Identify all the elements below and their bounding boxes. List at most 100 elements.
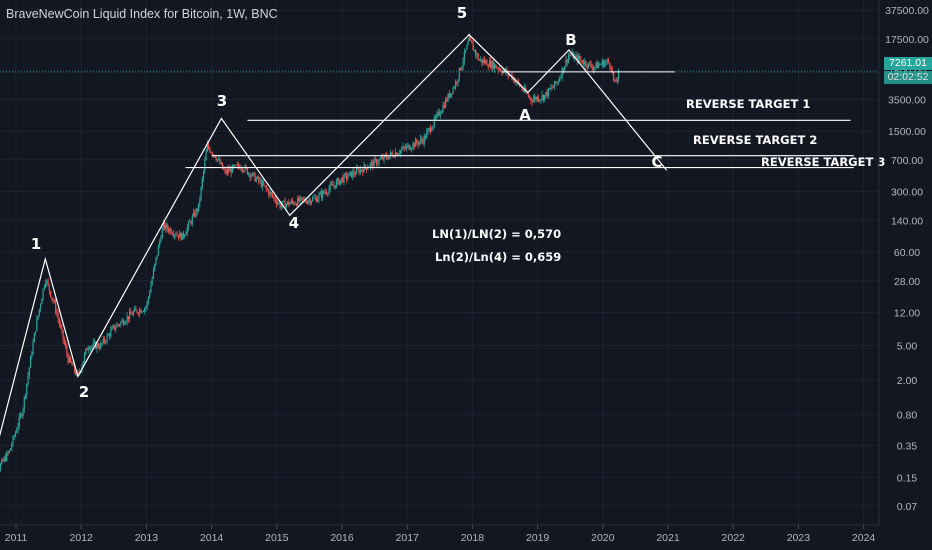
candle-body xyxy=(280,205,282,208)
candle-body xyxy=(176,234,178,236)
candle-body xyxy=(72,364,74,366)
x-tick-label: 2011 xyxy=(5,532,28,544)
candle-body xyxy=(402,146,404,150)
candle-body xyxy=(427,129,429,132)
candle-body xyxy=(230,168,232,173)
candle-body xyxy=(343,174,345,183)
candle-body xyxy=(333,185,335,187)
candle-body xyxy=(601,60,603,65)
candle-body xyxy=(476,54,478,55)
candle-body xyxy=(307,200,309,204)
candle-body xyxy=(281,201,284,206)
candle-body xyxy=(302,197,304,200)
candle-body xyxy=(295,203,297,206)
wave-label-3: 3 xyxy=(217,92,227,110)
candle-body xyxy=(314,197,316,199)
candle-body xyxy=(250,175,252,178)
candle-body xyxy=(218,158,220,160)
candle-body xyxy=(526,92,528,94)
candle-body xyxy=(7,452,9,454)
candle-body xyxy=(122,320,124,325)
candle-body xyxy=(500,69,502,72)
candle-body xyxy=(235,164,237,166)
candle-body xyxy=(113,325,116,330)
candle-body xyxy=(164,222,166,230)
candle-body xyxy=(26,383,28,395)
y-tick-label: 0.15 xyxy=(897,472,918,484)
candle-body xyxy=(146,301,148,308)
candle-body xyxy=(67,354,69,363)
candle-body xyxy=(317,199,319,202)
elliott-wave-path[interactable] xyxy=(0,33,668,486)
candle-body xyxy=(585,61,587,67)
candle-body xyxy=(169,228,171,232)
candle-body xyxy=(437,111,439,114)
candle-body xyxy=(260,180,262,187)
candle-body xyxy=(406,145,408,149)
candle-body xyxy=(363,164,365,173)
candle-body xyxy=(50,291,52,297)
candle-body xyxy=(42,288,44,299)
candle-body xyxy=(398,153,400,155)
candle-body xyxy=(299,197,301,202)
candle-body xyxy=(276,202,279,204)
candle-body xyxy=(266,188,269,191)
candle-body xyxy=(157,245,160,256)
candle-body xyxy=(497,68,499,70)
candle-body xyxy=(294,203,296,205)
candle-body xyxy=(612,71,615,80)
x-tick-label: 2021 xyxy=(656,532,680,544)
ratio-line-2: Ln(2)/Ln(4) = 0,659 xyxy=(435,250,561,264)
candle-body xyxy=(473,50,476,51)
candle-body xyxy=(258,176,260,182)
candle-body xyxy=(468,36,470,42)
chart-title: BraveNewCoin Liquid Index for Bitcoin, 1… xyxy=(6,7,278,21)
candle-body xyxy=(581,60,583,63)
candle-body xyxy=(329,184,331,189)
candle-body xyxy=(236,164,239,166)
y-tick-label: 28.00 xyxy=(894,276,920,288)
candle-body xyxy=(264,185,266,186)
candle-body xyxy=(586,66,588,68)
candle-body xyxy=(567,55,570,63)
candle-body xyxy=(550,87,552,90)
candle-body xyxy=(241,168,244,171)
candle-body xyxy=(77,371,79,374)
candle-body xyxy=(357,168,359,170)
candle-body xyxy=(135,308,137,311)
candle-body xyxy=(238,164,240,167)
candle-body xyxy=(342,177,344,183)
candle-body xyxy=(418,141,420,145)
wave-label-b: B xyxy=(565,31,576,49)
candle-body xyxy=(244,165,246,171)
candle-body xyxy=(111,327,113,330)
candle-body xyxy=(105,341,107,343)
candle-body xyxy=(297,197,299,206)
candle-body xyxy=(22,409,24,417)
candle-body xyxy=(453,87,455,89)
candle-body xyxy=(401,149,403,151)
candle-body xyxy=(233,165,235,167)
candle-body xyxy=(467,41,469,45)
time-axis[interactable]: 2011 2012 2013 2014 2015 2016 2017 2018 2019 2020… xyxy=(0,524,879,544)
candle-body xyxy=(290,200,292,204)
candle-body xyxy=(27,375,29,384)
candle-body xyxy=(288,201,290,205)
candle-body xyxy=(564,66,566,71)
price-axis[interactable]: 0.07 0.15 0.35 0.80 2.00 5.00 12.00 28.00 60.00 1… xyxy=(878,0,929,525)
candle-body xyxy=(337,178,339,182)
candle-body xyxy=(269,191,271,195)
candle-body xyxy=(274,197,276,201)
candle-body xyxy=(456,82,458,83)
candle-body xyxy=(429,127,432,132)
candle-body xyxy=(201,178,203,187)
candle-body xyxy=(305,201,307,204)
candle-body xyxy=(536,97,538,100)
candle-body xyxy=(192,212,195,217)
candle-body xyxy=(565,59,567,67)
candle-body xyxy=(544,95,546,101)
candle-body xyxy=(71,362,73,366)
candle-body xyxy=(353,171,355,175)
candle-body xyxy=(256,176,259,179)
